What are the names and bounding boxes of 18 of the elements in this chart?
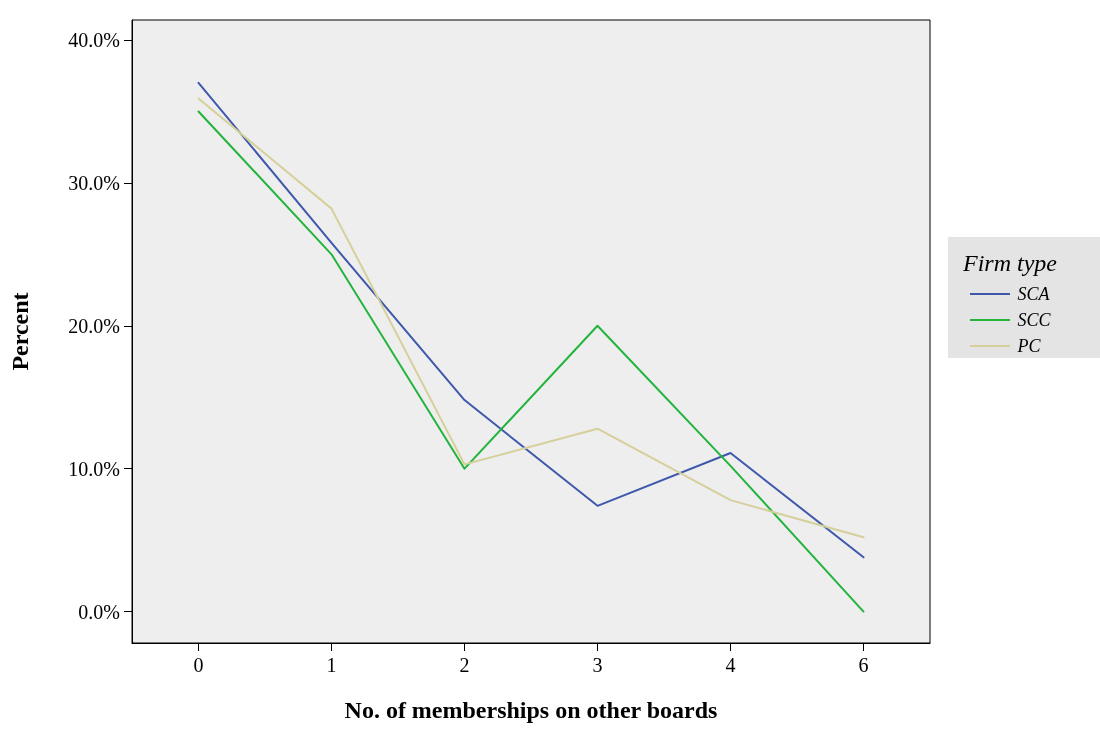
x-tick-label: 0 (193, 654, 204, 676)
y-tick-label: 0.0% (78, 600, 120, 623)
y-tick-label: 40.0% (68, 29, 120, 51)
x-tick-label: 3 (592, 654, 603, 676)
legend-title: Firm type (962, 250, 1058, 276)
x-tick-label: 1 (326, 654, 337, 676)
x-tick-label: 6 (858, 654, 869, 676)
y-axis-title: Percent (7, 292, 33, 371)
y-tick-label: 20.0% (68, 314, 120, 337)
legend-label: PC (1016, 336, 1042, 356)
x-axis-title: No. of memberships on other boards (344, 697, 718, 723)
line-series (197, 110, 865, 613)
legend-label: SCC (1017, 310, 1052, 330)
x-tick-label: 4 (725, 654, 736, 676)
y-tick-label: 30.0% (68, 171, 120, 194)
legend-label: SCA (1017, 284, 1051, 304)
y-tick-label: 10.0% (68, 457, 120, 480)
x-tick-label: 2 (459, 654, 470, 676)
